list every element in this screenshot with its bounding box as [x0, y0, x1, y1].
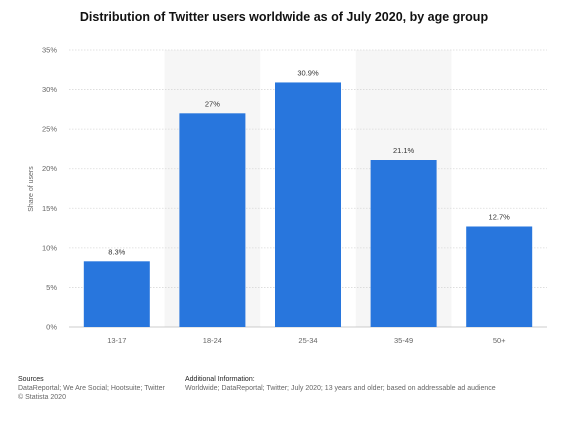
- additional-info-heading: Additional Information:: [185, 376, 255, 383]
- y-tick-label: 20%: [42, 164, 57, 173]
- y-tick-label: 15%: [42, 204, 57, 213]
- y-tick-label: 5%: [46, 283, 57, 292]
- y-tick-label: 0%: [46, 323, 57, 332]
- y-tick-label: 30%: [42, 85, 57, 94]
- y-tick-label: 10%: [42, 243, 57, 252]
- copyright-text[interactable]: © Statista 2020: [18, 394, 66, 401]
- bar[interactable]: [275, 82, 341, 327]
- x-tick-label: 25-34: [298, 336, 317, 345]
- x-tick-label: 13-17: [107, 336, 126, 345]
- x-tick-label: 18-24: [203, 336, 222, 345]
- y-tick-label: 25%: [42, 125, 57, 134]
- bar[interactable]: [83, 261, 150, 327]
- value-labels: 8.3% 27% 30.9% 21.1% 12.7%: [108, 68, 510, 256]
- bar[interactable]: [370, 160, 437, 327]
- additional-info-block: Additional Information: Worldwide; DataR…: [185, 375, 496, 393]
- sources-block: Sources DataReportal; We Are Social; Hoo…: [18, 375, 165, 402]
- y-tick-label: 35%: [42, 46, 57, 55]
- y-axis-ticks: 0% 5% 10% 15% 20% 25% 30% 35%: [42, 46, 57, 332]
- value-label: 21.1%: [393, 146, 415, 155]
- sources-text[interactable]: DataReportal; We Are Social; Hootsuite; …: [18, 385, 165, 392]
- bars: [83, 82, 533, 327]
- x-tick-label: 50+: [493, 336, 506, 345]
- value-label: 12.7%: [489, 212, 511, 221]
- bar[interactable]: [179, 113, 246, 327]
- value-label: 27%: [205, 99, 220, 108]
- value-label: 30.9%: [297, 68, 319, 77]
- value-label: 8.3%: [108, 247, 125, 256]
- x-tick-label: 35-49: [394, 336, 413, 345]
- additional-info-text: Worldwide; DataReportal; Twitter; July 2…: [185, 385, 496, 392]
- y-axis-label: Share of users: [28, 166, 35, 212]
- chart-title: Distribution of Twitter users worldwide …: [79, 10, 489, 24]
- bar[interactable]: [466, 226, 533, 327]
- sources-heading: Sources: [18, 376, 44, 383]
- x-axis-ticks: 13-17 18-24 25-34 35-49 50+: [107, 336, 506, 345]
